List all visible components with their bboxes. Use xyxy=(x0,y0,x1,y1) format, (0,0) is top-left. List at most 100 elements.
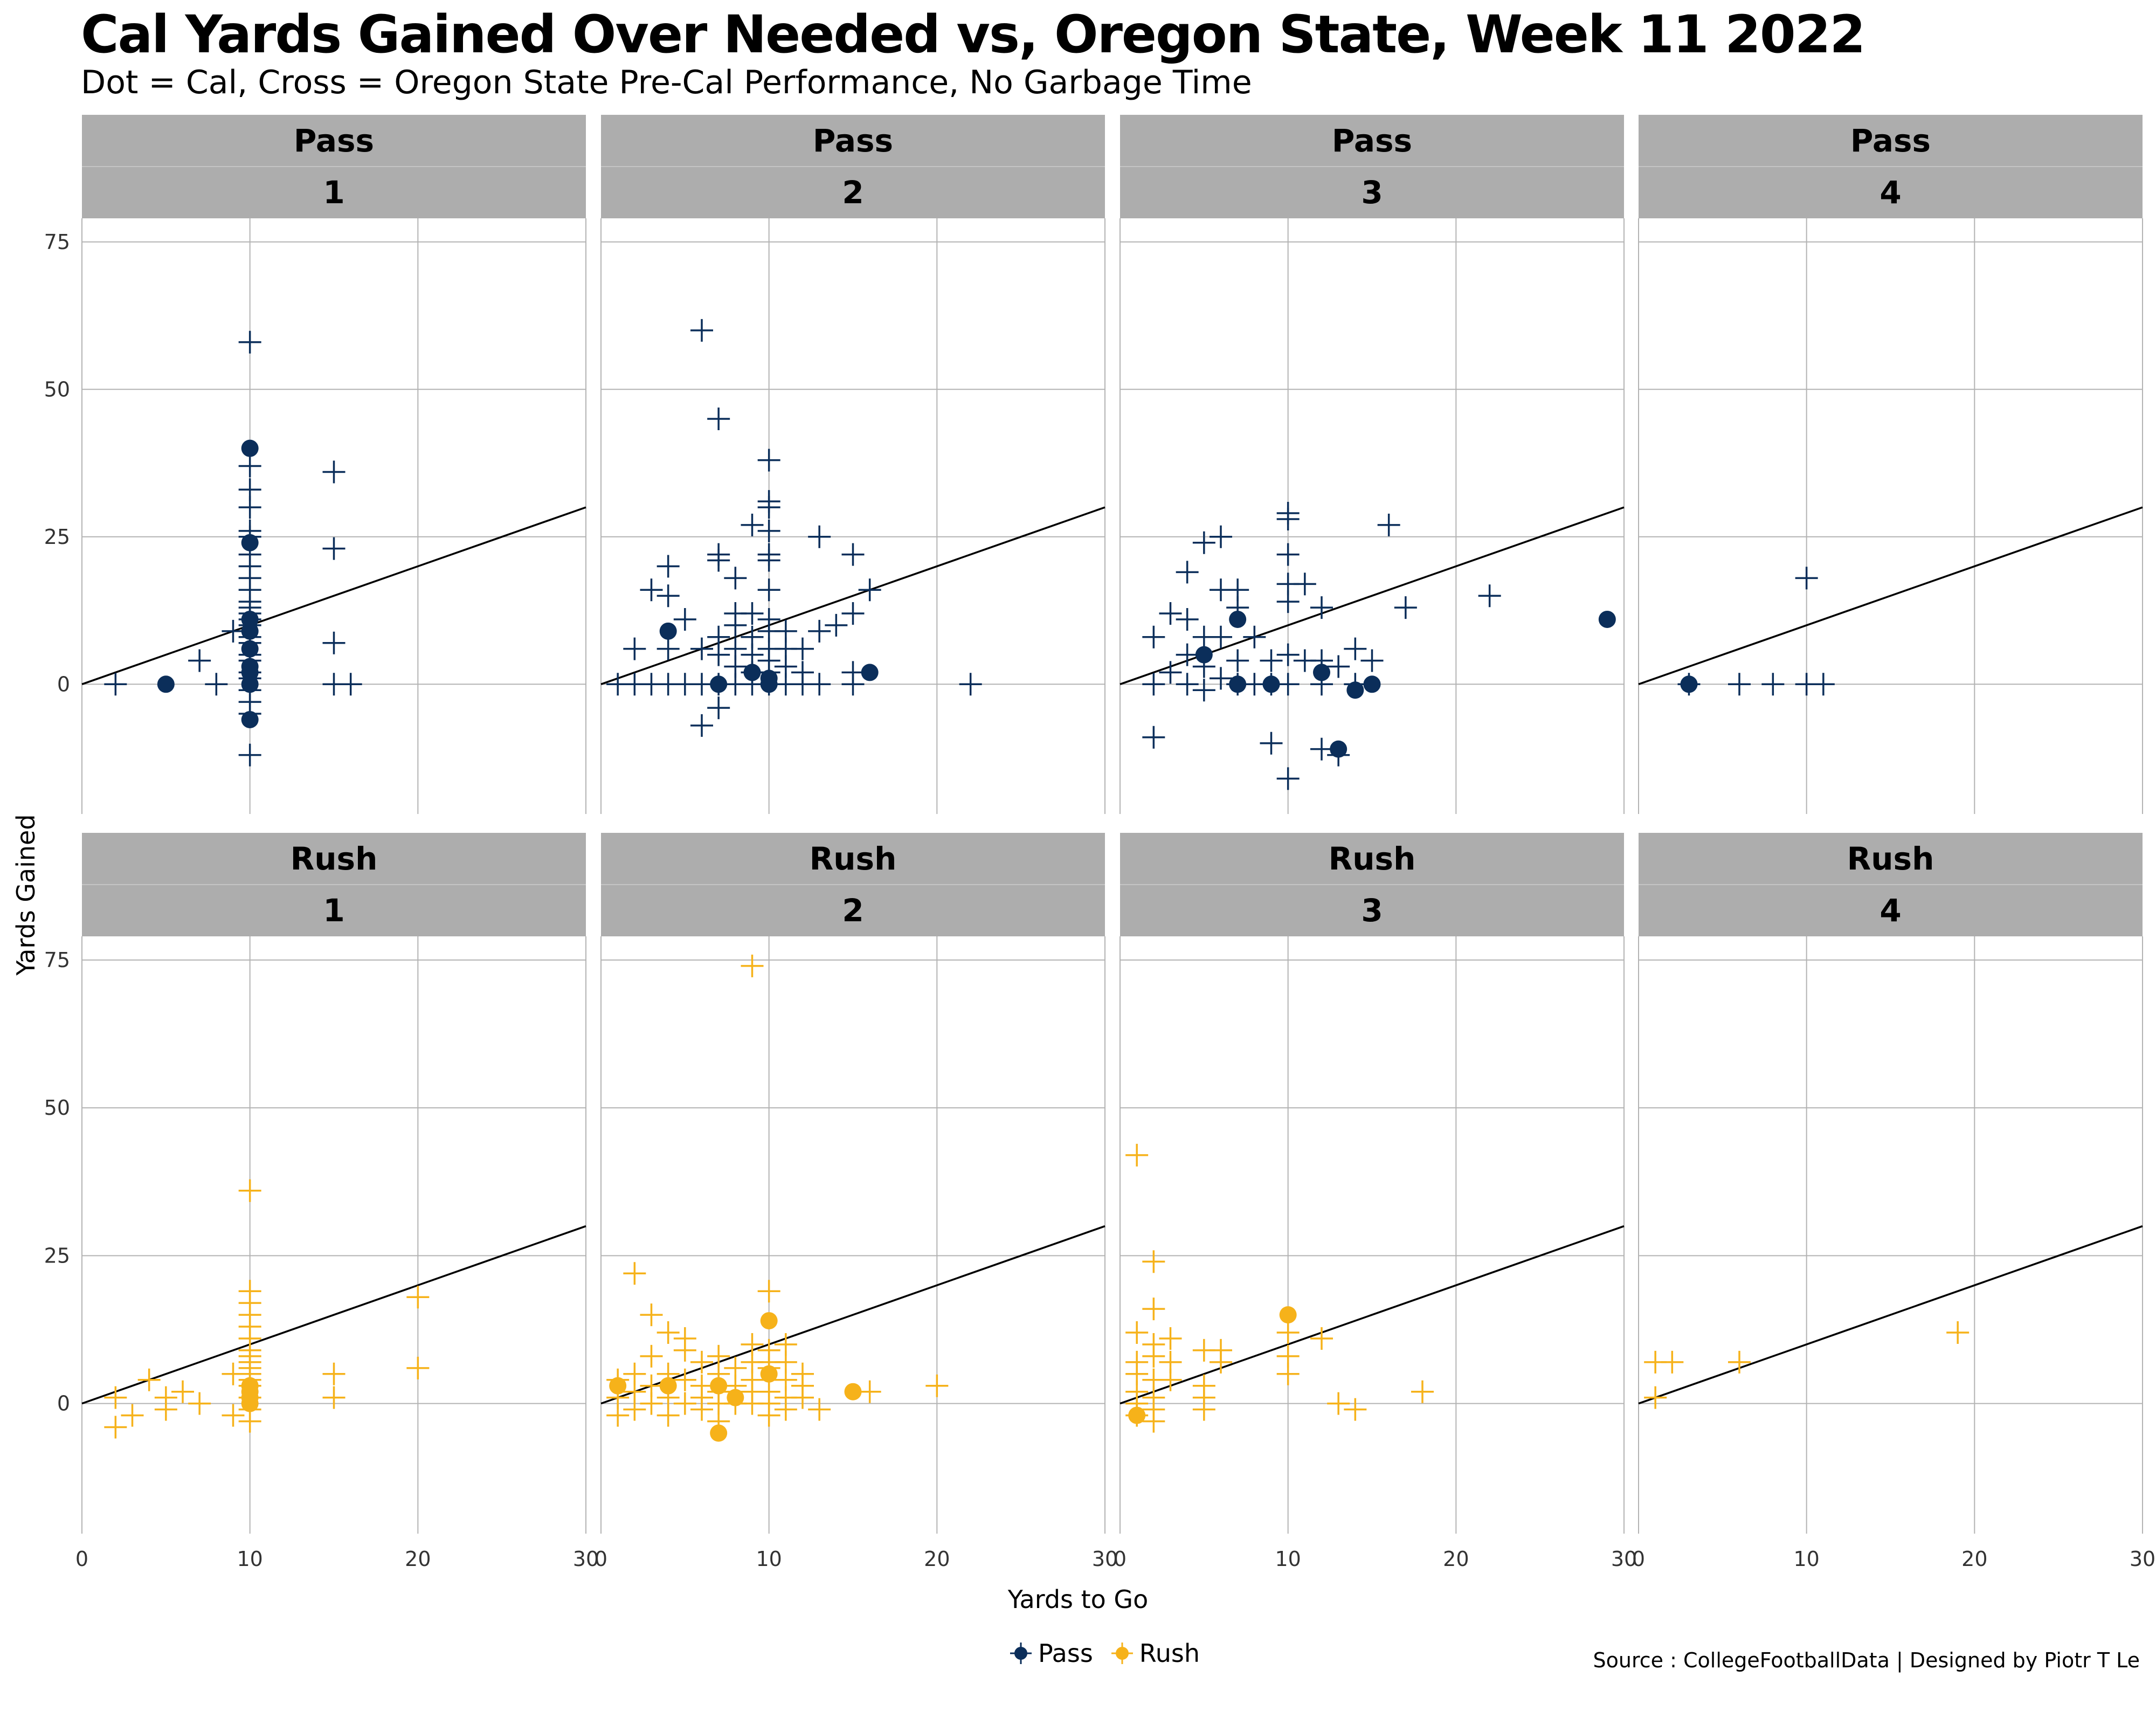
opponent-cross-point xyxy=(1142,1298,1165,1321)
cal-dot-point xyxy=(1346,681,1364,699)
opponent-cross-point xyxy=(673,1392,696,1415)
opponent-cross-point xyxy=(1210,667,1232,690)
facet-strip-type: Pass xyxy=(294,122,374,159)
y-tick-label: 0 xyxy=(57,1392,70,1416)
opponent-cross-point xyxy=(238,1179,261,1202)
opponent-cross-point xyxy=(707,549,730,572)
opponent-cross-point xyxy=(1310,596,1333,619)
opponent-cross-point xyxy=(322,460,345,484)
opponent-cross-point xyxy=(322,1362,345,1385)
facet-strip-down: 3 xyxy=(1361,892,1383,929)
opponent-cross-point xyxy=(1260,732,1283,755)
opponent-cross-point xyxy=(757,1404,780,1427)
opponent-cross-point xyxy=(1192,531,1215,554)
facet-strip-type: Pass xyxy=(1850,122,1931,159)
opponent-cross-point xyxy=(657,555,680,578)
opponent-cross-point xyxy=(724,567,747,590)
x-tick-label: 30 xyxy=(1092,1547,1118,1571)
opponent-cross-point xyxy=(673,1338,696,1362)
opponent-cross-point xyxy=(640,578,663,602)
cal-dot-point xyxy=(743,664,761,681)
opponent-cross-point xyxy=(690,1398,713,1421)
opponent-cross-point xyxy=(774,1398,797,1421)
cal-dot-point xyxy=(1229,675,1247,693)
cal-dot-point xyxy=(241,622,259,640)
opponent-cross-point xyxy=(1176,643,1199,666)
legend-label-rush: Rush xyxy=(1139,1639,1200,1668)
legend: Pass Rush xyxy=(1010,1639,1210,1668)
opponent-cross-point xyxy=(757,448,780,472)
opponent-cross-point xyxy=(1344,1398,1367,1421)
facet-strip-down: 2 xyxy=(842,174,863,211)
opponent-cross-point xyxy=(1327,655,1350,678)
opponent-cross-point xyxy=(757,496,780,519)
opponent-cross-point xyxy=(741,954,764,977)
opponent-cross-point xyxy=(1176,561,1199,584)
x-tick-label: 0 xyxy=(1632,1547,1645,1571)
opponent-cross-point xyxy=(1226,649,1249,672)
legend-label-pass: Pass xyxy=(1038,1639,1093,1668)
cal-dot-point xyxy=(760,1312,778,1330)
opponent-cross-point xyxy=(808,673,831,696)
opponent-cross-point xyxy=(741,513,764,536)
opponent-cross-point xyxy=(104,1386,127,1409)
opponent-cross-point xyxy=(841,543,865,566)
x-tick-label: 20 xyxy=(1443,1547,1469,1571)
opponent-cross-point xyxy=(1210,525,1232,548)
opponent-cross-point xyxy=(623,1398,646,1421)
opponent-cross-point xyxy=(1310,1327,1333,1350)
x-tick-label: 10 xyxy=(1275,1547,1301,1571)
x-axis-label: Yards to Go xyxy=(1007,1585,1149,1614)
opponent-cross-point xyxy=(757,549,780,572)
opponent-cross-point xyxy=(238,496,261,519)
cal-dot-point xyxy=(1598,610,1616,628)
cal-dot-point xyxy=(241,675,259,693)
source-caption: Source : CollegeFootballData | Designed … xyxy=(1593,1648,2140,1672)
opponent-cross-point xyxy=(606,1404,630,1427)
facet-strip-down: 1 xyxy=(323,174,344,211)
opponent-cross-point xyxy=(1276,643,1300,666)
opponent-cross-point xyxy=(791,637,814,660)
cal-dot-point xyxy=(241,534,259,551)
facet-strip-type: Pass xyxy=(813,122,893,159)
opponent-cross-point xyxy=(1411,1380,1434,1403)
opponent-cross-point xyxy=(238,743,261,767)
opponent-cross-point xyxy=(808,1398,831,1421)
cal-dot-point xyxy=(1195,646,1213,664)
opponent-cross-point xyxy=(238,454,261,478)
opponent-cross-point xyxy=(690,1350,713,1374)
opponent-cross-point xyxy=(1360,649,1384,672)
opponent-cross-point xyxy=(1192,679,1215,702)
cal-dot-point xyxy=(659,1377,677,1395)
opponent-cross-point xyxy=(959,673,982,696)
cal-dot-point xyxy=(844,1383,862,1400)
opponent-cross-point xyxy=(1142,1410,1165,1433)
opponent-cross-point xyxy=(238,1410,261,1433)
reference-line-y-equals-x xyxy=(600,506,1105,685)
cal-dot-point xyxy=(1262,675,1280,693)
opponent-cross-point xyxy=(858,1380,881,1403)
facet-strip-type: Rush xyxy=(1329,840,1416,877)
opponent-cross-point xyxy=(1795,567,1818,590)
opponent-cross-point xyxy=(1644,1386,1667,1409)
opponent-cross-point xyxy=(238,330,261,354)
opponent-cross-point xyxy=(1142,726,1165,749)
opponent-cross-point xyxy=(1276,767,1300,790)
facet-panel-pass-4: Pass 4 xyxy=(1638,115,2143,814)
opponent-cross-point xyxy=(1142,1344,1165,1368)
x-tick-label: 0 xyxy=(75,1547,88,1571)
opponent-cross-point xyxy=(825,613,848,637)
opponent-cross-point xyxy=(1176,608,1199,631)
x-tick-label: 0 xyxy=(1114,1547,1127,1571)
opponent-cross-point xyxy=(104,673,127,696)
legend-key-pass-icon xyxy=(1010,1643,1032,1664)
cal-dot-point xyxy=(241,640,259,658)
opponent-cross-point xyxy=(623,637,646,660)
opponent-cross-point xyxy=(1159,1368,1182,1391)
chart-subtitle: Dot = Cal, Cross = Oregon State Pre-Cal … xyxy=(81,64,1252,101)
opponent-cross-point xyxy=(1276,507,1300,530)
y-tick-label: 75 xyxy=(44,230,70,254)
opponent-cross-point xyxy=(623,1262,646,1285)
y-tick-label: 75 xyxy=(44,948,70,972)
opponent-cross-point xyxy=(1260,649,1283,672)
